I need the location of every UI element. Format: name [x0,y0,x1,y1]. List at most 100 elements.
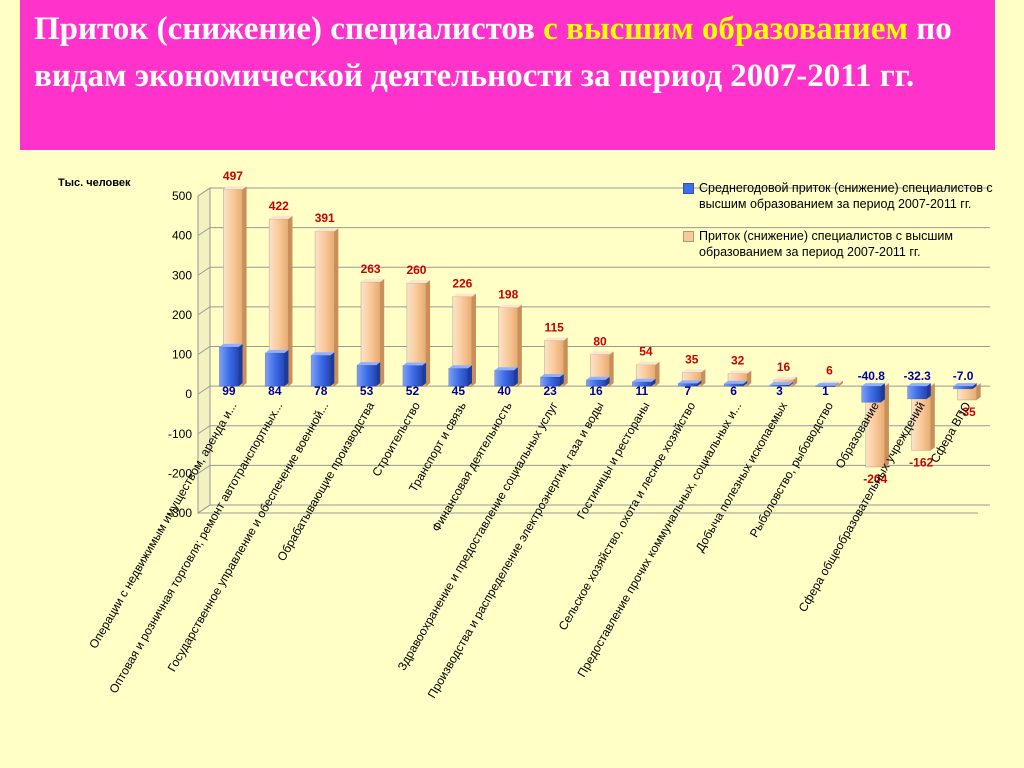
bar-annual-side [238,343,243,387]
bar-annual [586,376,610,387]
bar-annual-side [926,383,931,399]
bar-annual-side [376,362,381,387]
bar-annual-side [880,383,885,403]
bar-annual-side [559,374,564,387]
bar-total-side [655,361,660,387]
bar-annual-front [356,364,377,387]
bar-annual-side [467,365,472,387]
bar-annual-side [605,376,610,387]
legend-item-total: Приток (снижение) специалистов с высшим … [683,228,993,260]
data-label-total: 54 [639,345,653,359]
bar-total-top [498,304,522,308]
bar-total-side [609,351,614,387]
bar-annual [494,367,518,387]
data-label-total: 198 [498,288,518,302]
bar-total [452,293,476,387]
bar-annual-front [402,365,423,387]
data-label-annual: 40 [498,384,512,398]
title-part1: Приток (снижение) специалистов [34,11,544,47]
bar-annual-top [219,343,243,347]
bar-total-top [406,280,431,284]
data-label-total: 32 [731,353,745,367]
bar-total [865,383,889,468]
y-tick-label: -100 [168,427,192,441]
data-label-annual: -40.8 [858,369,886,383]
bar-annual [631,378,656,387]
data-label-total: -162 [909,455,933,469]
category-label: Оптовая и розничная торговля; ремонт авт… [106,399,285,695]
data-label-annual: 52 [406,384,420,398]
bar-total-top [223,186,247,190]
bar-annual-top [448,365,472,369]
data-label-annual: 11 [636,384,649,398]
data-label-annual: 23 [543,384,557,398]
bar-annual-top [861,383,885,387]
legend: Среднегодовой приток (снижение) специали… [683,180,993,276]
bar-annual-front [219,346,239,387]
data-label-total: -35 [958,405,976,419]
bar-total-top [269,215,293,219]
bar-annual-side [513,367,518,387]
data-label-total: 497 [223,169,243,183]
bar-total [314,228,339,387]
bar-annual [815,382,840,388]
data-label-annual: 16 [589,384,603,398]
category-label: Рыболовство, рыбоводство [747,399,836,540]
bar-total-top [682,369,706,373]
legend-swatch-total [683,231,694,242]
bar-total-side [426,280,431,387]
bar-annual-top [402,362,427,366]
data-label-annual: 84 [268,384,282,398]
bar-total-top [360,278,385,282]
bar-total [498,304,522,387]
bar-annual-side [651,378,656,387]
category-label: Добыча полезных ископаемых [693,400,790,555]
bar-annual [356,362,381,387]
bar-total-side [747,370,752,387]
data-label-annual: 53 [360,384,374,398]
gridline [197,227,990,237]
bar-annual-top [586,376,610,380]
bar-annual-side [422,362,427,387]
bar-total-side [976,383,981,400]
bar-total-top [315,228,339,232]
bar-annual-top [494,367,518,371]
y-ticks: 500 400 300 200 100 0 -100 -200 -300 [168,189,192,520]
bar-total-side [334,228,339,387]
category-label: Производства и распределение электроэнер… [425,400,607,701]
bar-total-side [839,380,844,387]
bar-total-side [563,337,568,387]
bar-total-top [728,370,752,374]
bar-annual [769,381,794,387]
data-label-total: 6 [826,364,833,378]
bar-annual-top [953,383,977,387]
gridline [197,504,990,514]
bar-total-side [471,293,476,387]
data-label-annual: 3 [776,384,783,398]
data-label-annual: 45 [452,384,466,398]
data-label-total: 391 [315,211,335,225]
bar-annual-top [907,383,931,387]
data-label-total: 16 [777,360,791,374]
data-label-total: 80 [593,334,607,348]
category-label: Финансовая деятельность [429,400,515,535]
bar-total-side [884,383,889,467]
y-tick-label: 0 [185,387,192,401]
gridline [197,187,990,197]
bar-total [406,280,431,387]
data-label-total: 260 [406,263,426,277]
bar-annual-top [815,382,840,386]
bar-total-side [380,278,385,387]
bar-annual [907,383,931,400]
title-highlight: с высшим образованием [543,11,908,47]
bar-total-side [288,215,293,387]
bar-annual-side [789,381,794,387]
bar-annual-top [540,374,564,378]
bar-total-side [242,186,247,387]
y-tick-label: 300 [172,268,192,282]
bar-annual-top [265,349,289,353]
gridline [197,346,990,355]
y-tick-label: 500 [172,189,192,203]
bar-annual [677,380,702,387]
